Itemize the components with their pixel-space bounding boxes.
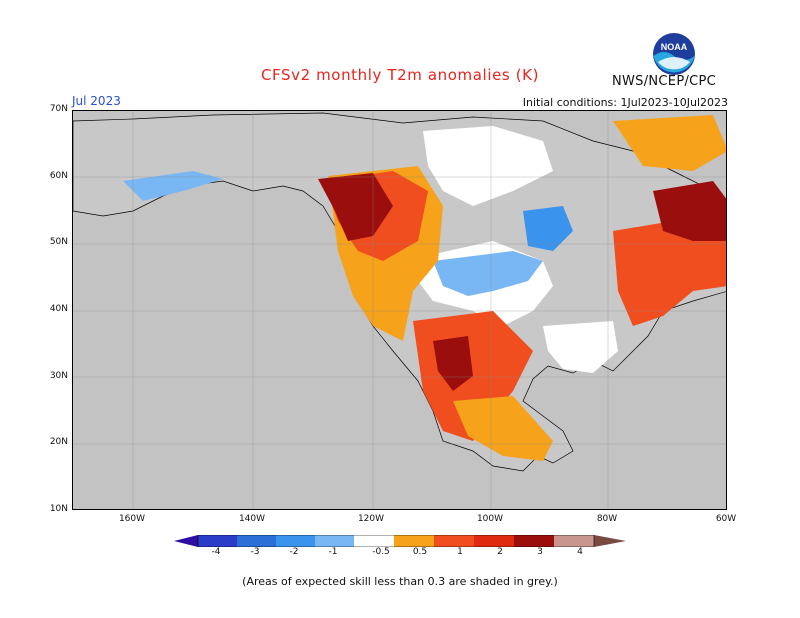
hot-anomaly-bc [318,173,393,241]
lon-label: 160W [118,514,146,524]
graticule [73,111,726,509]
colorbar-swatch [434,535,474,547]
lat-label: 30N [49,371,68,381]
colorbar-label: -0.5 [372,547,390,557]
logo-text: NOAA [661,42,688,52]
lon-label: 120W [357,514,385,524]
lon-label: 80W [596,514,618,524]
colorbar-label: 0.5 [412,547,428,557]
lat-label: 10N [49,504,68,514]
colorbar-lowend-arrow [174,535,198,547]
colorbar-highend-arrow [594,535,626,547]
colorbar-label: -4 [211,547,221,557]
anomaly-map [72,110,727,510]
colorbar-label: -2 [289,547,299,557]
lon-label: 100W [476,514,504,524]
colorbar-label: -1 [328,547,338,557]
lat-label: 50N [49,237,68,247]
near-normal-north [423,126,553,206]
lat-label: 40N [49,304,68,314]
colorbar-swatch [514,535,554,547]
warm-anomaly-greenland [613,115,726,171]
warm-anomaly-east [613,221,726,326]
colorbar-swatch [394,535,434,547]
map-canvas [73,111,726,509]
lat-label: 60N [49,171,68,181]
warm-anomaly-mexico [453,396,553,461]
lon-label: 140W [238,514,266,524]
lat-label: 20N [49,437,68,447]
hot-anomaly-texas [433,336,473,391]
colorbar-swatch [198,535,237,547]
organization-label: NWS/NCEP/CPC [612,74,717,89]
colorbar-label: -3 [250,547,260,557]
near-normal-southeast [543,321,618,373]
colorbar-swatch [474,535,514,547]
cool-anomaly-canada [523,206,573,251]
colorbar-swatch [354,535,394,547]
cool-anomaly-alaska [123,171,223,201]
map-title: CFSv2 monthly T2m anomalies (K) [260,66,540,84]
colorbar-swatch [237,535,276,547]
colorbar [174,535,626,547]
colorbar-swatch [276,535,315,547]
colorbar-swatch [554,535,594,547]
colorbar-swatch [315,535,354,547]
colorbar-label: 4 [577,547,583,557]
lon-label: 60W [715,514,737,524]
colorbar-label: 1 [457,547,463,557]
initial-conditions: Initial conditions: 1Jul2023-10Jul2023 [522,96,728,109]
forecast-month: Jul 2023 [72,94,121,108]
noaa-logo: NOAA [653,33,695,75]
lat-label: 70N [49,104,68,114]
skill-footnote: (Areas of expected skill less than 0.3 a… [242,575,558,588]
colorbar-label: 2 [497,547,503,557]
cool-anomaly-central [433,251,543,296]
hot-anomaly-quebec [653,181,726,241]
colorbar-label: 3 [537,547,543,557]
